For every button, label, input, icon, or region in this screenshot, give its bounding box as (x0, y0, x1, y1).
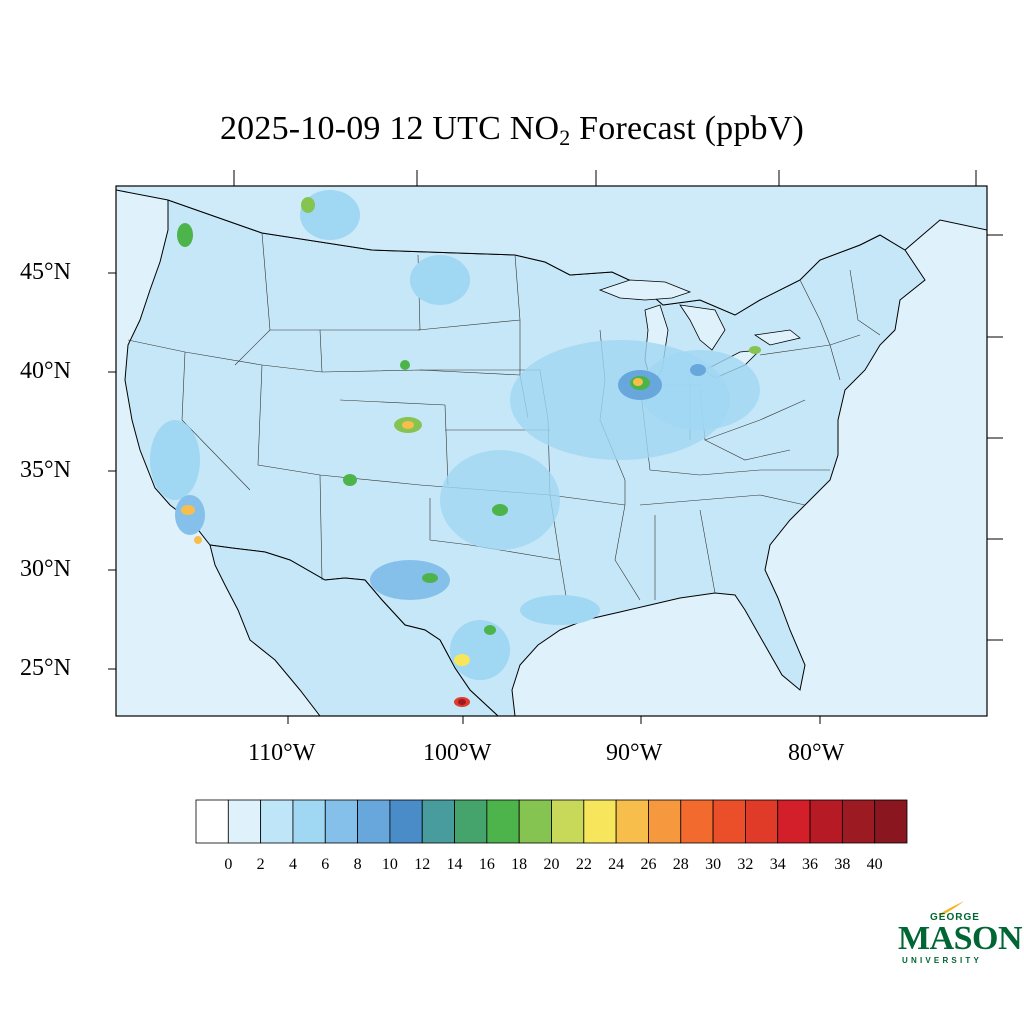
colorbar-swatch (809, 799, 843, 844)
flame-icon (938, 901, 964, 915)
colorbar-swatch (874, 799, 908, 844)
logo-university-text: UNIVERSITY (902, 956, 983, 965)
colorbar-swatch (583, 799, 617, 844)
colorbar-tick-label: 0 (224, 856, 233, 873)
colorbar-swatch (389, 799, 423, 844)
lon-label-80w: 80°W (788, 740, 845, 766)
colorbar-swatch (518, 799, 552, 844)
axis-ticks (108, 170, 1003, 724)
colorbar-swatch (712, 799, 746, 844)
colorbar-tick-label: 10 (381, 856, 398, 873)
colorbar-tick-label: 14 (446, 856, 463, 873)
colorbar-swatch (615, 799, 649, 844)
lat-label-40n: 40°N (20, 358, 71, 384)
lat-label-30n: 30°N (20, 556, 71, 582)
colorbar-swatch (777, 799, 811, 844)
colorbar-tick-label: 40 (866, 856, 883, 873)
colorbar-tick-label: 8 (353, 856, 362, 873)
colorbar-swatch (841, 799, 876, 844)
colorbar-tick-label: 36 (802, 856, 819, 873)
colorbar-tick-label: 22 (575, 856, 592, 873)
lake-ontario (753, 329, 801, 346)
lat-label-25n: 25°N (20, 655, 71, 681)
colorbar-tick-label: 32 (737, 856, 754, 873)
logo-mason-text: MASON (898, 920, 1023, 957)
colorbar-swatch (454, 799, 488, 844)
colorbar-tick-label: 38 (834, 856, 851, 873)
lake-superior (598, 279, 692, 301)
colorbar-tick-label: 28 (672, 856, 689, 873)
map-title: 2025-10-09 12 UTC NO2 Forecast (ppbV) (219, 110, 805, 150)
colorbar-tick-label: 16 (478, 856, 495, 873)
lon-label-100w: 100°W (423, 740, 492, 766)
colorbar-swatch (357, 799, 391, 844)
colorbar-tick-label: 30 (705, 856, 722, 873)
colorbar-swatch (486, 799, 520, 844)
no2-concentration-field (150, 190, 761, 707)
lon-label-110w: 110°W (248, 740, 316, 766)
lake-huron (679, 304, 726, 351)
colorbar-tick-label: 34 (769, 856, 786, 873)
colorbar-tick-label: 12 (414, 856, 431, 873)
colorbar-tick-label: 18 (511, 856, 528, 873)
colorbar-swatch (324, 799, 358, 844)
colorbar-swatch (648, 799, 682, 844)
colorbar-swatch (292, 799, 326, 844)
colorbar-swatch (260, 799, 294, 844)
colorbar-swatch (195, 799, 229, 844)
colorbar-tick-label: 6 (321, 856, 330, 873)
colorbar-tick-label: 26 (640, 856, 657, 873)
logo-george-text: GEORGE (930, 912, 980, 923)
colorbar-swatch (421, 799, 455, 844)
colorbar-swatch (551, 799, 585, 844)
lat-label-35n: 35°N (20, 457, 71, 483)
colorbar-tick-label: 24 (608, 856, 625, 873)
colorbar-tick-label: 20 (543, 856, 560, 873)
colorbar-tick-label: 2 (256, 856, 265, 873)
colorbar-tick-label: 4 (288, 856, 297, 873)
lat-label-45n: 45°N (20, 259, 71, 285)
lon-label-90w: 90°W (606, 740, 663, 766)
colorbar-swatch (227, 799, 262, 844)
colorbar-swatch (745, 799, 779, 844)
gmu-logo: GEORGE MASON UNIVERSITY (896, 900, 1023, 970)
colorbar-swatch (680, 799, 714, 844)
mexico-landmass (209, 544, 499, 716)
